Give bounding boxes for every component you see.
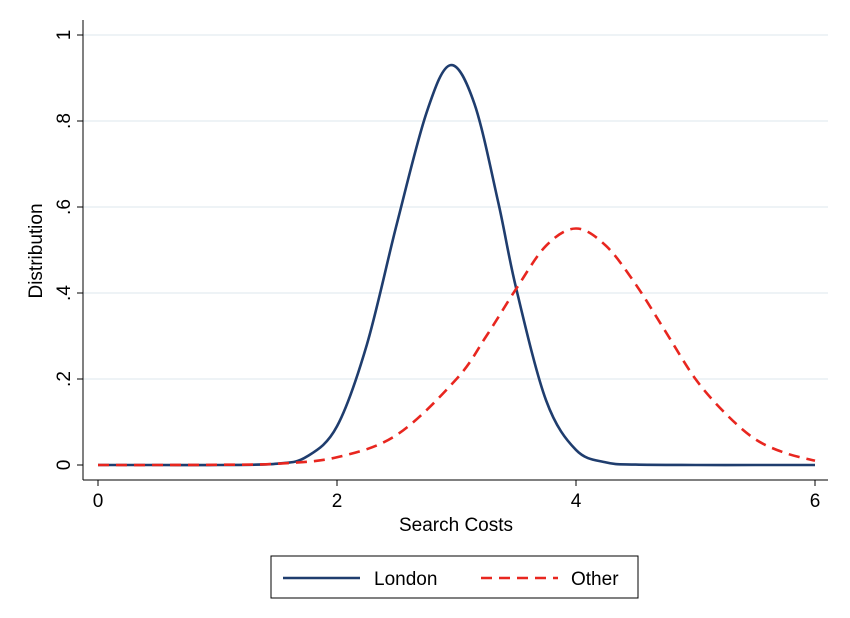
x-tick-label: 6 bbox=[810, 491, 821, 512]
y-tick-label: .2 bbox=[54, 371, 75, 387]
tick-labels: 0 .2 .4 .6 .8 1 0 2 4 6 bbox=[54, 30, 820, 512]
y-tick-label: .4 bbox=[54, 285, 75, 301]
y-tick-label: 1 bbox=[54, 30, 75, 41]
legend-label-london: London bbox=[374, 569, 437, 590]
y-axis-title: Distribution bbox=[26, 203, 47, 298]
legend: London Other bbox=[270, 555, 639, 599]
x-tick-label: 2 bbox=[332, 491, 343, 512]
y-tick-label: 0 bbox=[54, 460, 75, 471]
x-tick-label: 0 bbox=[93, 491, 104, 512]
series-line-other bbox=[97, 227, 816, 467]
y-tick-label: .8 bbox=[54, 113, 75, 129]
grid bbox=[83, 34, 828, 380]
series-layer bbox=[97, 63, 816, 467]
x-tick-label: 4 bbox=[571, 491, 582, 512]
y-tick-label: .6 bbox=[54, 199, 75, 215]
axes bbox=[77, 20, 828, 486]
legend-label-other: Other bbox=[571, 569, 619, 590]
x-axis-title: Search Costs bbox=[399, 515, 513, 536]
series-line-london bbox=[98, 63, 815, 467]
